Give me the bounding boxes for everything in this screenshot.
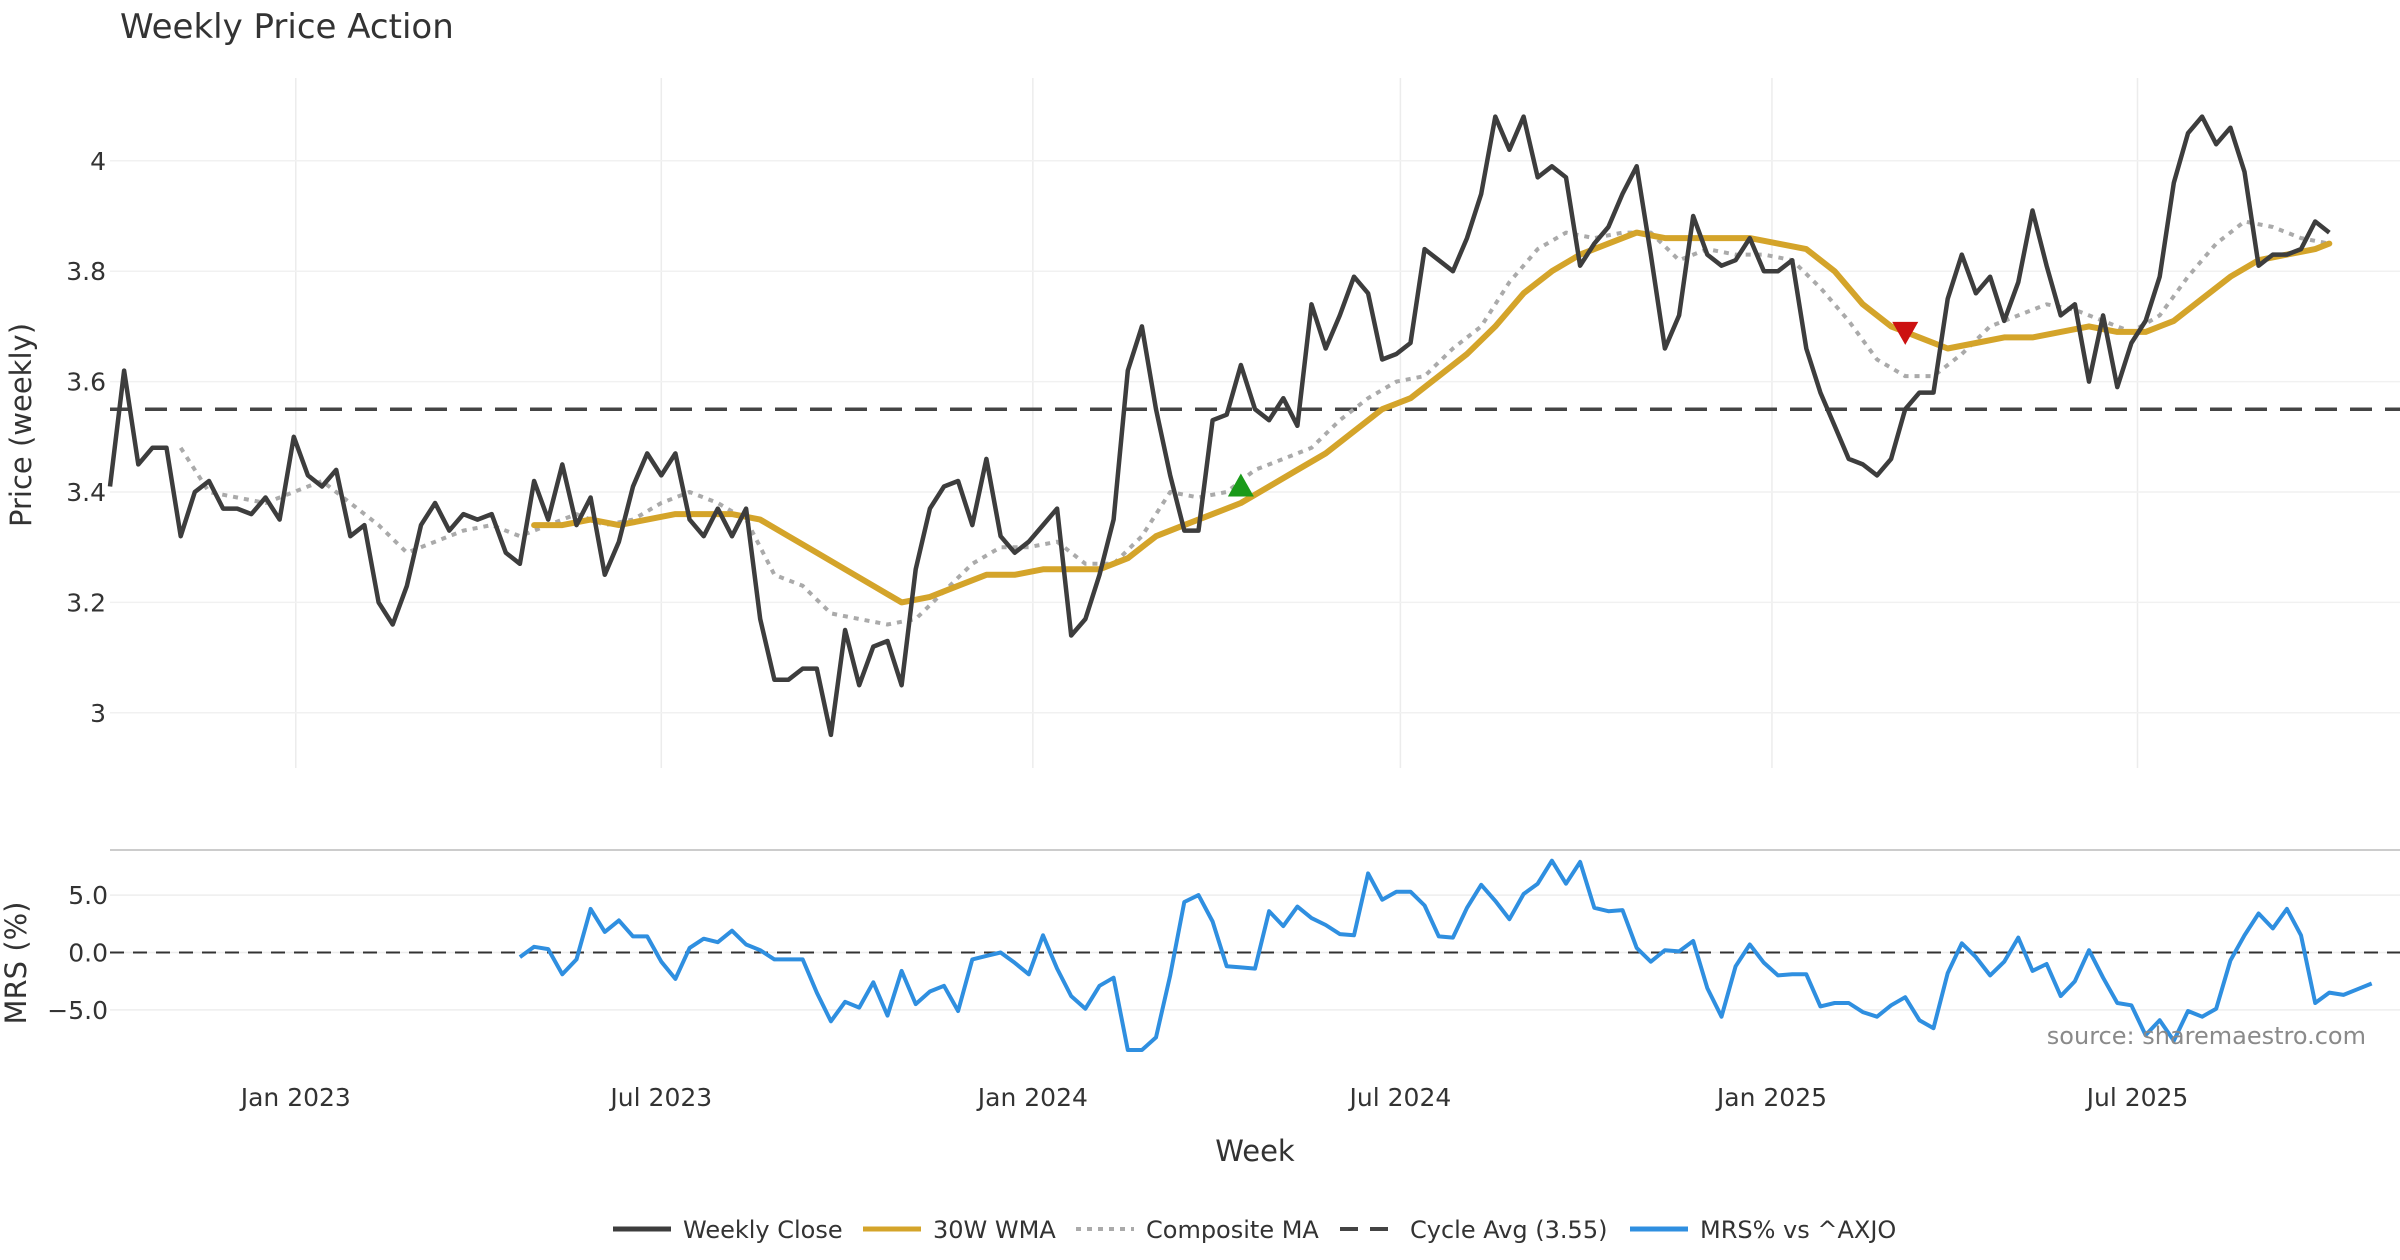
x-axis-label: Week xyxy=(1215,1134,1295,1168)
x-tick-label: Jul 2025 xyxy=(2085,1083,2189,1112)
mrs-y-tick-label: −5.0 xyxy=(47,996,108,1025)
series-30w-wma xyxy=(531,229,2333,606)
x-tick-label: Jul 2024 xyxy=(1348,1083,1452,1112)
price-y-tick-label: 3.4 xyxy=(66,478,106,507)
price-y-tick-label: 4 xyxy=(90,147,106,176)
x-tick-label: Jan 2024 xyxy=(976,1083,1088,1112)
mrs-grid xyxy=(110,894,2400,1011)
series-mrs-vs-axjo xyxy=(518,858,2373,1052)
buy-signal-marker xyxy=(1227,473,1254,497)
legend-label: Composite MA xyxy=(1146,1216,1319,1244)
x-tick-label: Jan 2023 xyxy=(239,1083,351,1112)
price-y-tick-label: 3.6 xyxy=(66,368,106,397)
price-y-ticks: 3 3.2 3.4 3.6 3.8 4 xyxy=(66,147,106,728)
price-y-axis-label: Price (weekly) xyxy=(4,323,38,527)
price-y-tick-label: 3 xyxy=(90,699,106,728)
chart-title: Weekly Price Action xyxy=(120,7,454,47)
legend-label: Weekly Close xyxy=(683,1216,843,1244)
mrs-y-axis-label: MRS (%) xyxy=(0,902,33,1025)
mrs-y-ticks: 5.0 0.0 −5.0 xyxy=(47,881,108,1025)
legend-label: Cycle Avg (3.55) xyxy=(1410,1216,1607,1244)
mrs-y-tick-label: 5.0 xyxy=(68,881,108,910)
legend-label: 30W WMA xyxy=(933,1216,1056,1244)
source-label: source: sharemaestro.com xyxy=(2047,1022,2366,1050)
x-tick-label: Jan 2025 xyxy=(1715,1083,1827,1112)
sell-signal-marker xyxy=(1892,321,1919,345)
legend-label: MRS% vs ^AXJO xyxy=(1700,1216,1896,1244)
x-tick-label: Jul 2023 xyxy=(608,1083,712,1112)
price-y-tick-label: 3.8 xyxy=(66,257,106,286)
series-weekly-close xyxy=(107,114,2331,738)
series-composite-ma xyxy=(179,219,2330,627)
legend: Weekly Close 30W WMA Composite MA Cycle Avg… xyxy=(613,1216,1896,1244)
price-y-tick-label: 3.2 xyxy=(66,588,106,617)
mrs-y-tick-label: 0.0 xyxy=(68,939,108,968)
x-axis-ticks: Jan 2023 Jul 2023 Jan 2024 Jul 2024 Jan 2025… xyxy=(239,1083,2189,1112)
price-grid xyxy=(110,78,2400,768)
